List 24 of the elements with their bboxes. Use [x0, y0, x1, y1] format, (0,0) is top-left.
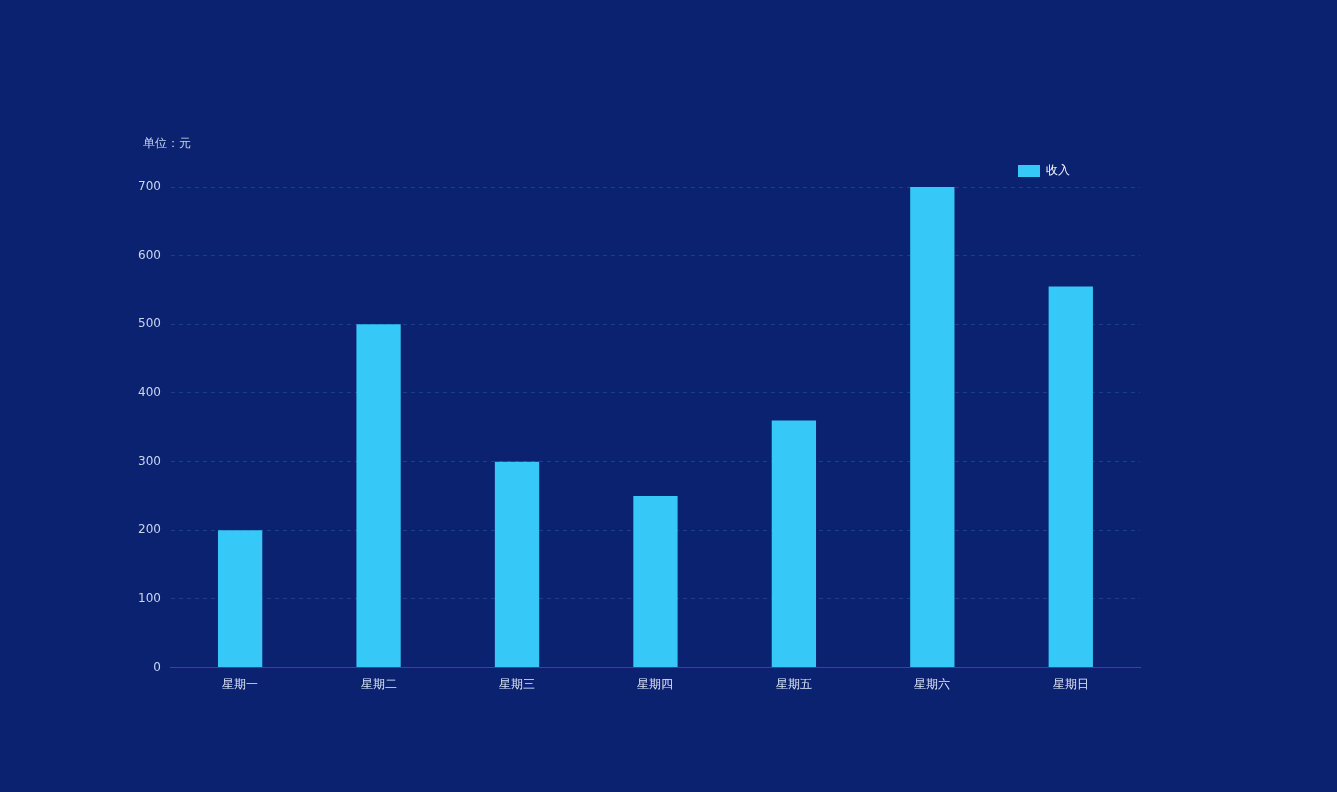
y-axis-title: 单位：元	[143, 136, 191, 151]
legend-label: 收入	[1046, 163, 1070, 178]
y-tick-label: 700	[138, 179, 161, 194]
x-tick-label: 星期日	[1052, 676, 1089, 691]
y-tick-label: 0	[153, 659, 161, 674]
bar	[1048, 286, 1093, 668]
y-tick-label: 400	[138, 385, 161, 400]
x-tick-label: 星期三	[499, 676, 536, 691]
y-tick-label: 300	[138, 453, 161, 468]
x-tick-label: 星期二	[360, 676, 397, 691]
bar	[910, 187, 955, 668]
bar	[633, 495, 678, 668]
bar	[771, 420, 817, 668]
x-tick-label: 星期五	[775, 676, 812, 691]
bar	[494, 461, 540, 668]
bar	[356, 324, 401, 668]
y-tick-label: 500	[138, 316, 161, 331]
x-tick-label: 星期四	[637, 676, 674, 691]
y-tick-label: 600	[138, 247, 161, 262]
x-tick-label: 星期一	[222, 676, 259, 691]
bar	[217, 530, 263, 668]
y-tick-label: 200	[138, 522, 161, 537]
y-tick-label: 100	[138, 591, 161, 606]
x-tick-label: 星期六	[914, 676, 951, 691]
